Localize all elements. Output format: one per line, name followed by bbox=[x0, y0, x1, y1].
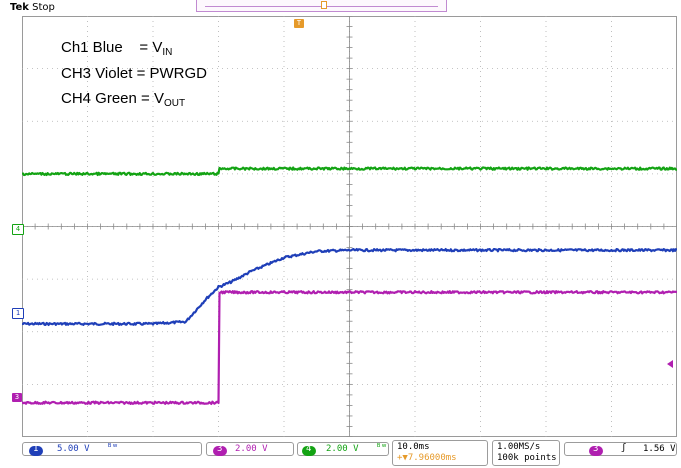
legend-ch4-sub: OUT bbox=[163, 98, 186, 109]
scope-status-bar: Tek Stop bbox=[0, 0, 681, 16]
ch1-readout[interactable]: 1 5.00 V ᴮʷ bbox=[22, 442, 202, 456]
legend-ch1-sub: IN bbox=[162, 47, 173, 58]
trigger-slope-icon: ʃ bbox=[621, 443, 627, 453]
ch3-violet-trace bbox=[22, 290, 677, 405]
record-length-value: 100k points bbox=[497, 453, 557, 463]
waveform-display bbox=[22, 16, 677, 437]
trigger-readout[interactable]: 3 ʃ 1.56 V bbox=[564, 442, 677, 456]
sample-rate-value: 1.00MS/s bbox=[497, 442, 541, 452]
ch4-scale: 2.00 V bbox=[326, 444, 359, 454]
ch4-badge bbox=[302, 446, 316, 456]
tek-status-label: Tek Stop bbox=[10, 2, 55, 13]
graticule-grid bbox=[22, 16, 677, 437]
scope-readout-bar: 1 5.00 V ᴮʷ 3 2.00 V 4 2.00 V ᴮʷ 10.0ms … bbox=[0, 437, 681, 468]
trigger-level-arrow[interactable] bbox=[667, 360, 673, 368]
brand-label: Tek bbox=[10, 2, 29, 13]
ch4-badge-label: 4 bbox=[306, 444, 312, 454]
ch1-bandwidth-icon: ᴮʷ bbox=[107, 443, 118, 453]
trigger-position-marker[interactable]: T bbox=[294, 19, 304, 28]
trigger-source-label: 3 bbox=[593, 444, 599, 454]
legend-ch1-name: Ch1 Blue bbox=[61, 39, 123, 56]
trigger-source-badge bbox=[589, 446, 603, 456]
acquisition-status: Stop bbox=[32, 2, 55, 13]
oscilloscope-graticule bbox=[22, 16, 677, 437]
ch1-badge-label: 1 bbox=[33, 444, 39, 454]
ch3-badge-label: 3 bbox=[217, 444, 223, 454]
legend-ch4-text: CH4 Green = V bbox=[61, 90, 164, 107]
ch4-bandwidth-icon: ᴮʷ bbox=[376, 443, 387, 453]
record-position-marker[interactable] bbox=[321, 1, 327, 9]
ch1-ground-marker[interactable]: 1 bbox=[12, 308, 24, 319]
trigger-level-value: 1.56 V bbox=[643, 444, 676, 454]
legend-ch3: CH3 Violet = PWRGD bbox=[61, 65, 208, 82]
ch1-blue-trace bbox=[22, 248, 677, 326]
ch1-scale: 5.00 V bbox=[57, 444, 90, 454]
legend-ch4: CH4 Green = VOUT bbox=[61, 90, 185, 109]
legend-ch1: Ch1 Blue = VIN bbox=[61, 39, 172, 58]
ch3-readout[interactable]: 3 2.00 V bbox=[206, 442, 294, 456]
acquisition-readout[interactable]: 1.00MS/s 100k points bbox=[492, 440, 560, 466]
ch1-badge bbox=[29, 446, 43, 456]
waveform-traces bbox=[22, 166, 677, 405]
ch3-badge bbox=[213, 446, 227, 456]
timebase-value: 10.0ms bbox=[397, 442, 430, 452]
trigger-position-value: +▼7.96000ms bbox=[397, 453, 457, 463]
legend-ch1-eq: = V bbox=[139, 39, 163, 56]
record-position-indicator[interactable] bbox=[196, 0, 447, 12]
ch3-scale: 2.00 V bbox=[235, 444, 268, 454]
timebase-readout[interactable]: 10.0ms +▼7.96000ms bbox=[392, 440, 488, 466]
ch4-green-trace bbox=[22, 166, 677, 177]
ch4-ground-marker[interactable]: 4 bbox=[12, 224, 24, 235]
ch3-ground-marker[interactable]: 3 bbox=[12, 393, 22, 402]
ch4-readout[interactable]: 4 2.00 V ᴮʷ bbox=[297, 442, 389, 456]
